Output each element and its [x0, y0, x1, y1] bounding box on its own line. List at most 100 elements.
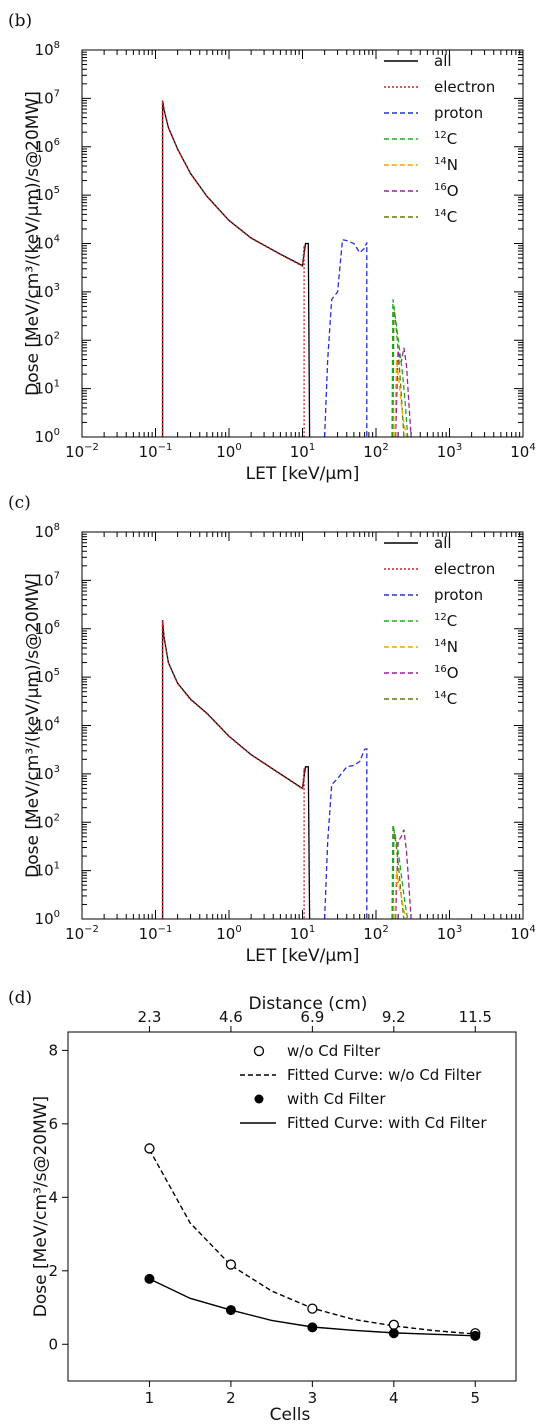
top-tick-label: 4.6	[219, 1008, 243, 1026]
legend-label: 12C	[434, 612, 457, 630]
x-tick-label: 100	[216, 442, 241, 461]
point-with-filter	[307, 1322, 318, 1333]
point-without-filter	[307, 1303, 318, 1314]
legend-label: proton	[434, 586, 483, 604]
x-axis-title: LET [keV/μm]	[246, 464, 360, 484]
panel-label: (d)	[8, 988, 32, 1008]
top-tick-label: 6.9	[300, 1008, 324, 1026]
y-tick-label: 105	[35, 667, 60, 686]
y-tick-label: 107	[35, 570, 60, 589]
series-line	[392, 829, 405, 919]
point-without-filter	[144, 1143, 155, 1154]
legend-label: Fitted Curve: w/o Cd Filter	[287, 1066, 482, 1084]
y-axis-title: Dose [MeV/cm³/(keV/μm)/s@20MW]	[23, 573, 43, 878]
x-tick-label: 100	[216, 924, 241, 943]
panel-label: (c)	[8, 493, 31, 513]
y-tick-label: 102	[35, 812, 60, 831]
series-line	[161, 100, 305, 437]
point-without-filter	[388, 1319, 399, 1330]
y-tick-label: 6	[48, 1115, 58, 1133]
y-tick-label: 106	[35, 137, 60, 156]
x-tick-label: 104	[510, 924, 535, 943]
point-with-filter	[225, 1305, 236, 1316]
x-tick-label: 4	[389, 1389, 399, 1407]
legend-label: w/o Cd Filter	[287, 1042, 381, 1060]
y-tick-label: 100	[35, 909, 60, 928]
point-with-filter	[470, 1330, 481, 1341]
y-tick-label: 102	[35, 330, 60, 349]
chart-d: (d) Distance (cm) 2.3 4.6 6.9 9.2 11.5 1 2 3 4 5 0 2 4…	[8, 988, 517, 1425]
legend-open-circle	[253, 1045, 265, 1057]
y-tick-label: 104	[35, 234, 60, 253]
series-line	[394, 347, 412, 437]
y-tick-label: 103	[35, 282, 60, 301]
y-tick-label: 105	[35, 185, 60, 204]
y-axis-title: Dose [MeV/cm³/s@20MW]	[31, 1096, 51, 1317]
legend-label: electron	[434, 560, 495, 578]
legend-label: 14N	[434, 156, 458, 174]
series-line	[161, 620, 311, 919]
series-line	[394, 870, 408, 919]
legend-label: 12C	[434, 130, 457, 148]
x-tick-label: 10−2	[65, 442, 99, 461]
y-tick-label: 2	[48, 1262, 58, 1280]
y-tick-label: 4	[48, 1188, 58, 1206]
x-tick-label: 1	[145, 1389, 155, 1407]
y-axis-title: Dose [MeV/cm³/(keV/μm)/s@20MW]	[23, 91, 43, 396]
legend-label: proton	[434, 104, 483, 122]
y-tick-label: 104	[35, 716, 60, 735]
y-tick-label: 106	[35, 619, 60, 638]
x-tick-label: 102	[363, 924, 388, 943]
series-line	[391, 824, 409, 919]
legend-label: with Cd Filter	[287, 1090, 386, 1108]
plot-frame	[67, 1031, 517, 1382]
y-tick-label: 0	[48, 1335, 58, 1353]
legend-label: 16O	[434, 182, 459, 200]
panel-label: (b)	[8, 11, 32, 31]
y-tick-label: 100	[35, 427, 60, 446]
x-tick-label: 103	[437, 442, 462, 461]
series-line	[392, 306, 405, 437]
x-tick-label: 103	[437, 924, 462, 943]
top-tick-label: 9.2	[382, 1008, 406, 1026]
point-with-filter	[144, 1273, 155, 1284]
x-axis-title: Cells	[270, 1405, 311, 1425]
legend-label: electron	[434, 78, 495, 96]
top-axis-title: Distance (cm)	[249, 994, 368, 1014]
legend-label: 14N	[434, 638, 458, 656]
legend-label: 14C	[434, 690, 457, 708]
y-tick-label: 101	[35, 379, 60, 398]
series-line	[323, 747, 368, 919]
x-axis-title: LET [keV/μm]	[246, 946, 360, 966]
chart-c: (c) 10−2 10−1 100 101 102 103 104 100 101 102 103 10…	[8, 493, 536, 966]
series-line	[323, 238, 368, 437]
plot-frame	[81, 49, 524, 438]
legend-label: 14C	[434, 208, 457, 226]
series-line	[161, 100, 311, 437]
legend-filled-circle	[254, 1094, 264, 1104]
x-tick-label: 101	[290, 442, 315, 461]
x-tick-label: 5	[470, 1389, 480, 1407]
x-tick-label: 2	[226, 1389, 236, 1407]
series-line	[161, 620, 305, 919]
y-tick-label: 108	[35, 522, 60, 541]
series-line	[391, 299, 409, 437]
point-with-filter	[388, 1328, 399, 1339]
y-tick-label: 101	[35, 861, 60, 880]
chart-b: (b) 10−2 10−1 100 101 102 103 104 100 101 102 103 10…	[8, 11, 536, 484]
x-tick-label: 10−2	[65, 924, 99, 943]
x-tick-label: 104	[510, 442, 535, 461]
x-tick-label: 10−1	[139, 924, 173, 943]
point-without-filter	[225, 1259, 237, 1270]
legend-label: all	[434, 534, 452, 552]
plot-frame	[81, 531, 524, 920]
top-tick-label: 11.5	[459, 1008, 492, 1026]
y-tick-label: 103	[35, 764, 60, 783]
legend-label: Fitted Curve: with Cd Filter	[287, 1114, 487, 1132]
y-tick-label: 8	[48, 1041, 58, 1059]
top-tick-label: 2.3	[138, 1008, 162, 1026]
y-tick-label: 107	[35, 88, 60, 107]
x-tick-label: 101	[290, 924, 315, 943]
x-tick-label: 10−1	[139, 442, 173, 461]
